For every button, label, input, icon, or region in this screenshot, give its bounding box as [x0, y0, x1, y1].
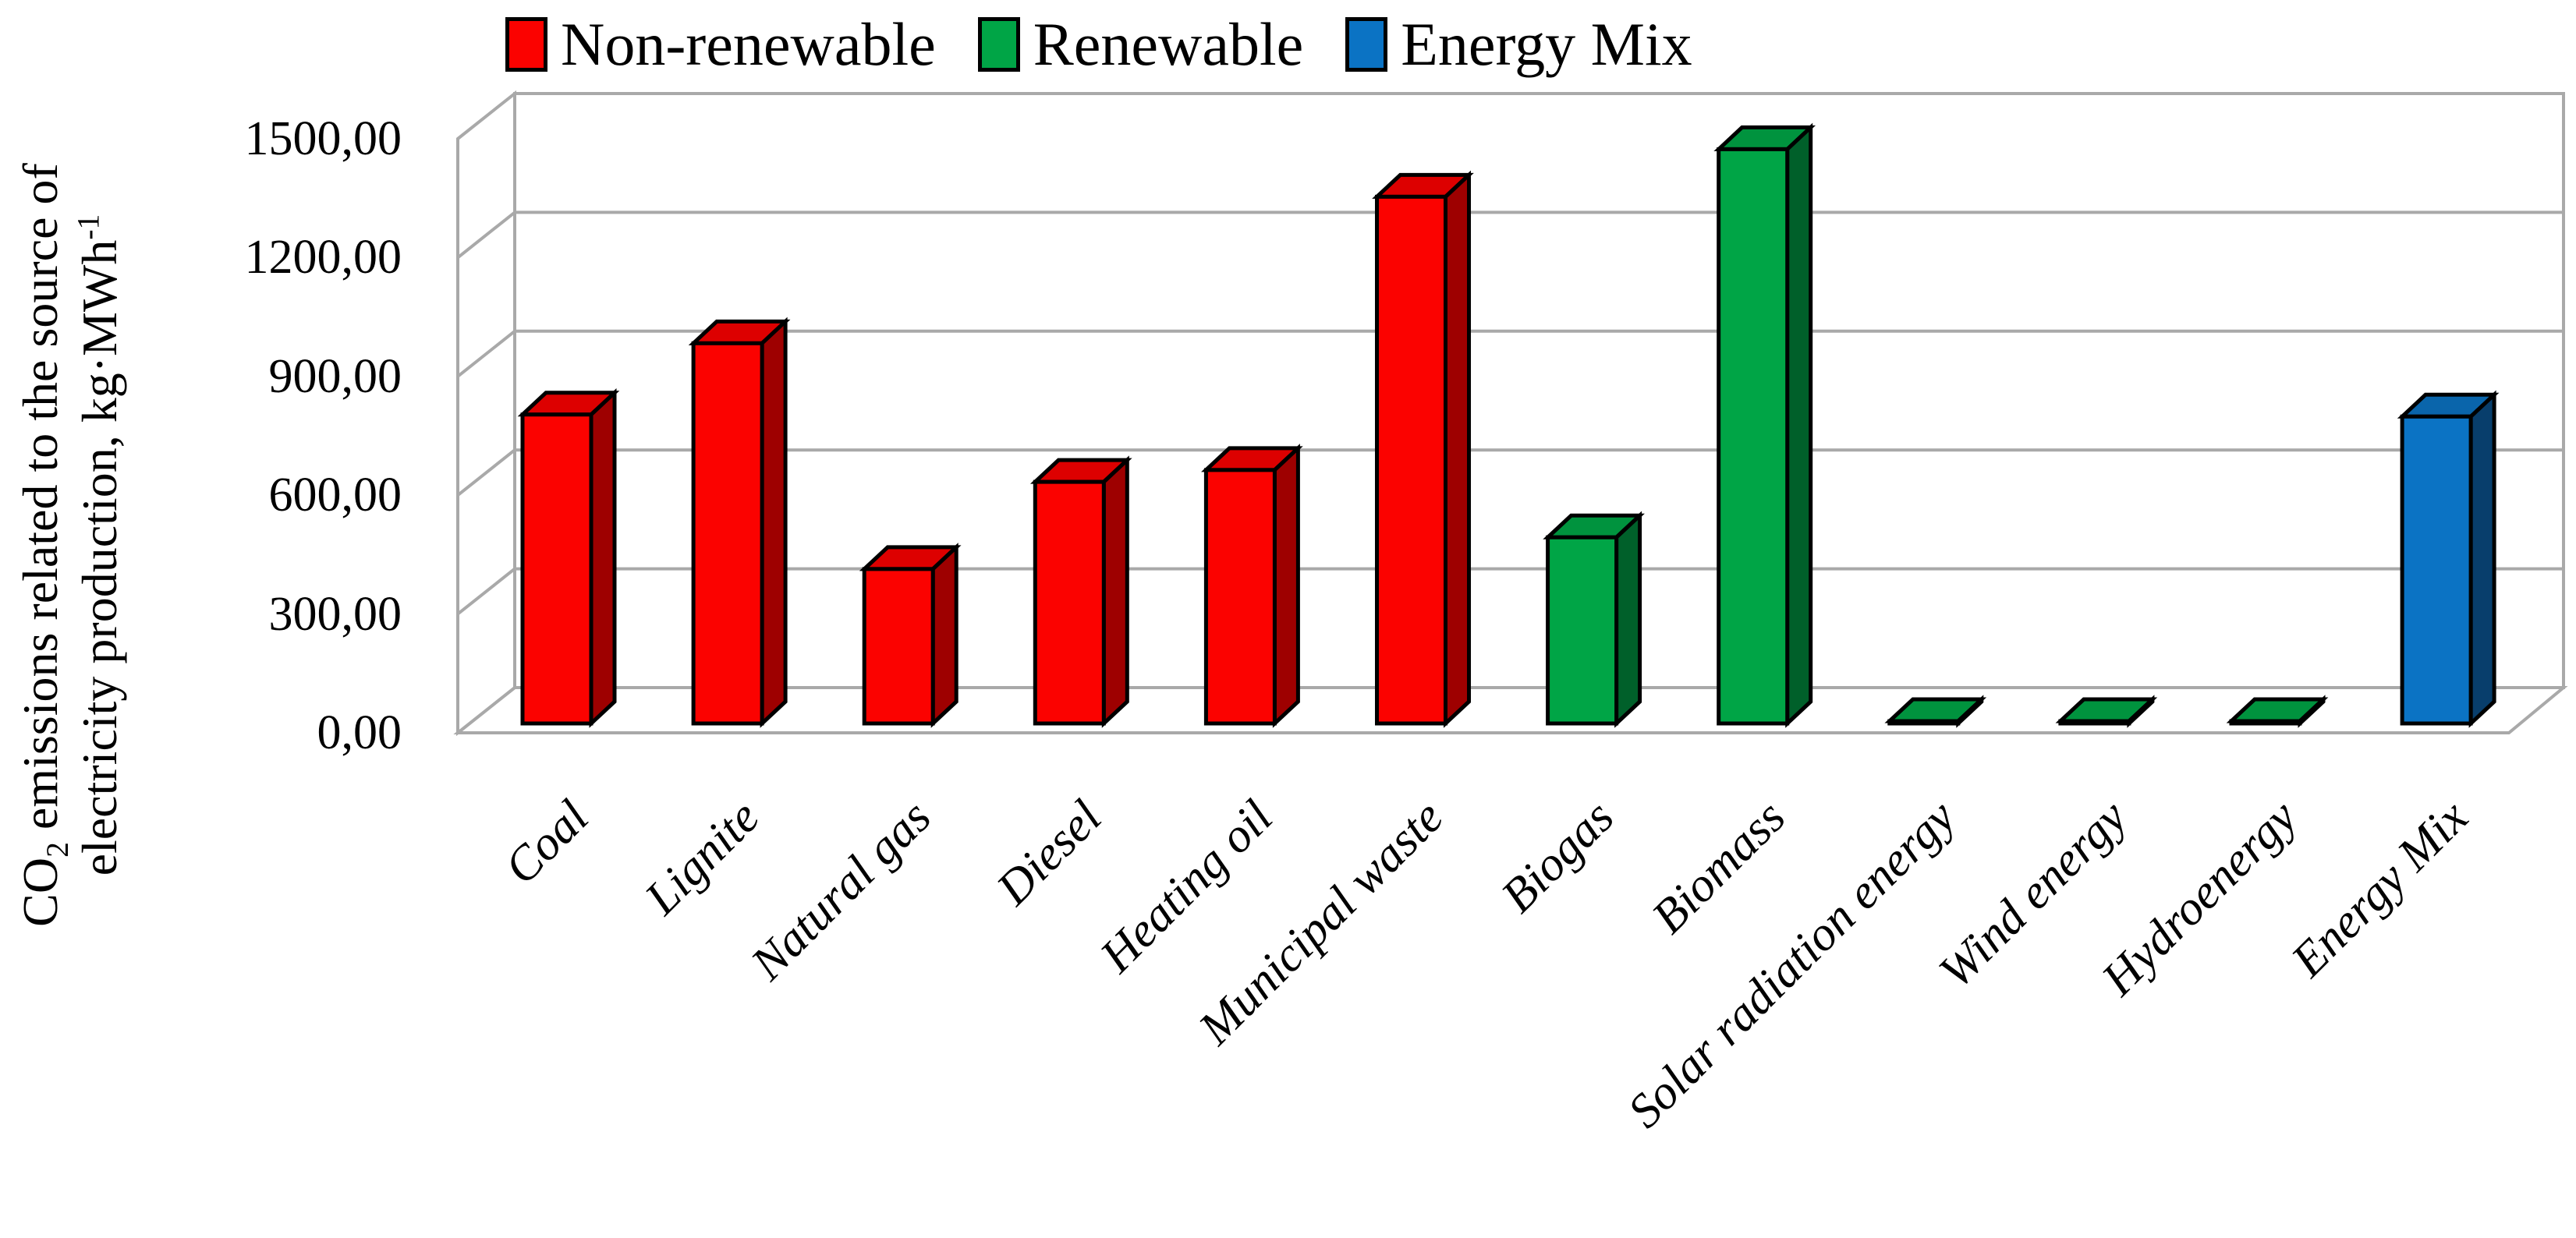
bar-biogas: [1543, 511, 1645, 728]
bar-side-face: [1272, 444, 1300, 728]
bar-municipal-waste: [1372, 170, 1474, 728]
legend-label: Energy Mix: [1401, 10, 1692, 78]
bar-diesel: [1029, 455, 1132, 728]
y-axis-tick-label: 600,00: [268, 469, 402, 522]
y-axis-tick-label: 1200,00: [244, 231, 402, 285]
legend-label: Renewable: [1033, 10, 1304, 78]
bar-front-face: [1717, 147, 1790, 726]
y-axis-title: CO2 emissions related to the source of e…: [11, 23, 129, 1066]
y-axis-title-line1: CO2 emissions related to the source of: [12, 163, 75, 927]
bar-side-face: [1101, 455, 1129, 728]
legend-swatch: [977, 16, 1020, 72]
bar-coal: [517, 388, 620, 728]
gridline: [456, 330, 516, 378]
bar-side-face: [1614, 511, 1642, 728]
bar-wind-energy: [2055, 695, 2158, 728]
bar-side-face: [1785, 122, 1813, 728]
bar-front-face: [2058, 719, 2131, 726]
bar-side-face: [2468, 390, 2496, 728]
legend: Non-renewable Renewable Energy Mix: [505, 12, 1692, 76]
bar-side-face: [1444, 170, 1471, 728]
legend-swatch: [505, 16, 547, 72]
bar-side-face: [760, 317, 788, 728]
legend-item-energy-mix: Energy Mix: [1345, 12, 1692, 76]
gridline: [456, 568, 516, 616]
bar-front-face: [862, 567, 935, 726]
bar-front-face: [1033, 479, 1106, 726]
bar-lignite: [688, 317, 791, 728]
bar-front-face: [1887, 719, 1961, 726]
bar-side-face: [589, 388, 617, 728]
gridline: [456, 448, 516, 497]
y-axis-tick-label: 1500,00: [244, 112, 402, 165]
bar-front-face: [1375, 194, 1447, 726]
bar-front-face: [1546, 535, 1619, 726]
legend-item-non-renewable: Non-renewable: [505, 12, 936, 76]
bar-front-face: [691, 341, 764, 726]
bar-hydroenergy: [2226, 695, 2329, 728]
bar-side-face: [930, 543, 958, 728]
bar-biomass: [1713, 122, 1816, 728]
y-axis-tick-label: 900,00: [268, 349, 402, 403]
gridline: [456, 210, 516, 259]
bar-natural-gas: [859, 543, 962, 728]
bar-heating-oil: [1201, 444, 1303, 728]
left-wall: [456, 90, 516, 737]
bar-front-face: [1203, 468, 1277, 726]
bar-front-face: [2229, 719, 2302, 726]
legend-label: Non-renewable: [561, 10, 936, 78]
y-axis-tick-label: 0,00: [317, 706, 402, 759]
y-axis-tick-label: 300,00: [268, 587, 402, 641]
bar-solar-radiation-energy: [1884, 695, 1987, 728]
y-axis-title-line2: electricity production, kg·MWh-1: [71, 214, 127, 876]
bar-front-face: [520, 412, 594, 726]
legend-item-renewable: Renewable: [977, 10, 1304, 78]
legend-swatch: [1345, 16, 1388, 72]
bar-energy-mix: [2397, 390, 2500, 728]
back-wall: [513, 92, 2565, 689]
bar-front-face: [2400, 414, 2473, 726]
